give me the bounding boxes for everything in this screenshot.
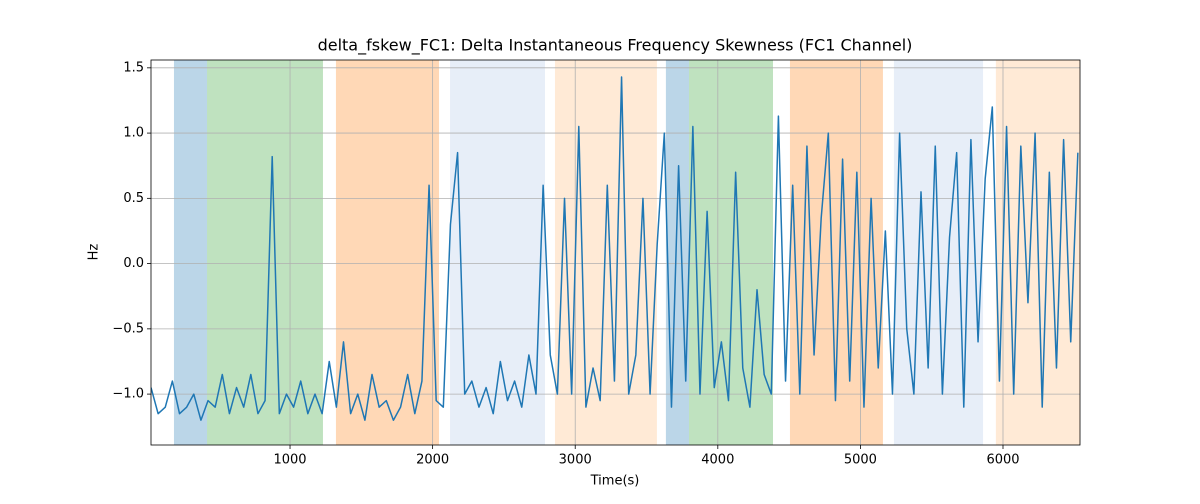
shaded-span bbox=[689, 60, 773, 445]
y-tick-label: 1.5 bbox=[123, 60, 144, 75]
chart-title: delta_fskew_FC1: Delta Instantaneous Fre… bbox=[318, 36, 913, 56]
plot-frame bbox=[150, 59, 1081, 446]
data-line bbox=[151, 76, 1079, 421]
x-tick-label: 5000 bbox=[844, 453, 877, 468]
line-layer bbox=[151, 76, 1079, 421]
span-layer bbox=[173, 60, 1080, 445]
y-axis-label: Hz bbox=[87, 244, 102, 261]
y-tick-label: 0.5 bbox=[123, 191, 144, 206]
shaded-span bbox=[554, 60, 657, 445]
y-tick-label: 0.0 bbox=[123, 256, 144, 271]
x-tick-label: 6000 bbox=[986, 453, 1019, 468]
shaded-span bbox=[173, 60, 208, 445]
x-tick-label: 4000 bbox=[701, 453, 734, 468]
y-tick-label: −1.0 bbox=[112, 387, 144, 402]
x-tick-label: 3000 bbox=[559, 453, 592, 468]
shaded-span bbox=[665, 60, 690, 445]
y-tick-label: 1.0 bbox=[123, 126, 144, 141]
shaded-span bbox=[335, 60, 440, 445]
x-tick-label: 2000 bbox=[416, 453, 449, 468]
x-tick-label: 1000 bbox=[273, 453, 306, 468]
x-axis-label: Time(s) bbox=[590, 474, 640, 489]
y-tick-label: −0.5 bbox=[112, 321, 144, 336]
